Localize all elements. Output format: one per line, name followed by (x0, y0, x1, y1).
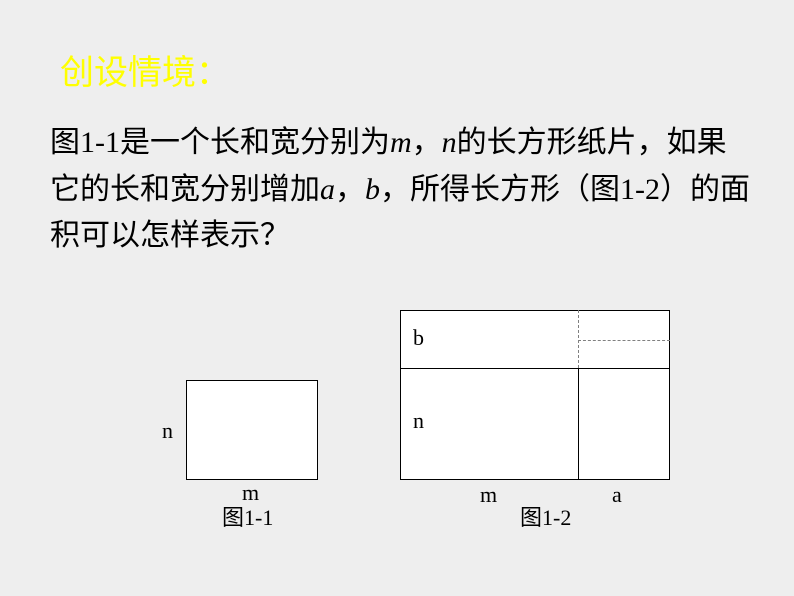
fig2-vertical-divider (578, 368, 579, 480)
fig2-vertical-dash (578, 310, 579, 368)
text-prefix: 图1-1是一个长和宽分别为 (50, 126, 390, 159)
section-heading: 创设情境： (60, 45, 230, 94)
fig1-rectangle (186, 380, 318, 480)
comma: ， (412, 126, 442, 159)
var-a: a (320, 173, 335, 206)
fig1-caption: 图1-1 (222, 500, 273, 532)
var-m: m (390, 126, 412, 159)
fig2-horizontal-divider (400, 368, 670, 369)
fig2-n-label: n (413, 408, 424, 434)
figures-area: n m 图1-1 b n m a 图1-2 (0, 310, 794, 570)
fig2-caption: 图1-2 (520, 500, 571, 532)
fig2-a-label: a (612, 482, 622, 508)
var-n: n (442, 126, 457, 159)
fig2-b-label: b (413, 325, 424, 351)
fig2-rectangle (400, 310, 670, 480)
problem-text: 图1-1是一个长和宽分别为m，n的长方形纸片，如果它的长和宽分别增加a，b，所得… (50, 120, 750, 260)
comma: ， (335, 173, 365, 206)
var-b: b (365, 173, 380, 206)
fig2-m-label: m (480, 482, 497, 508)
fig2-horizontal-dash (578, 340, 670, 341)
fig1-n-label: n (162, 418, 173, 444)
